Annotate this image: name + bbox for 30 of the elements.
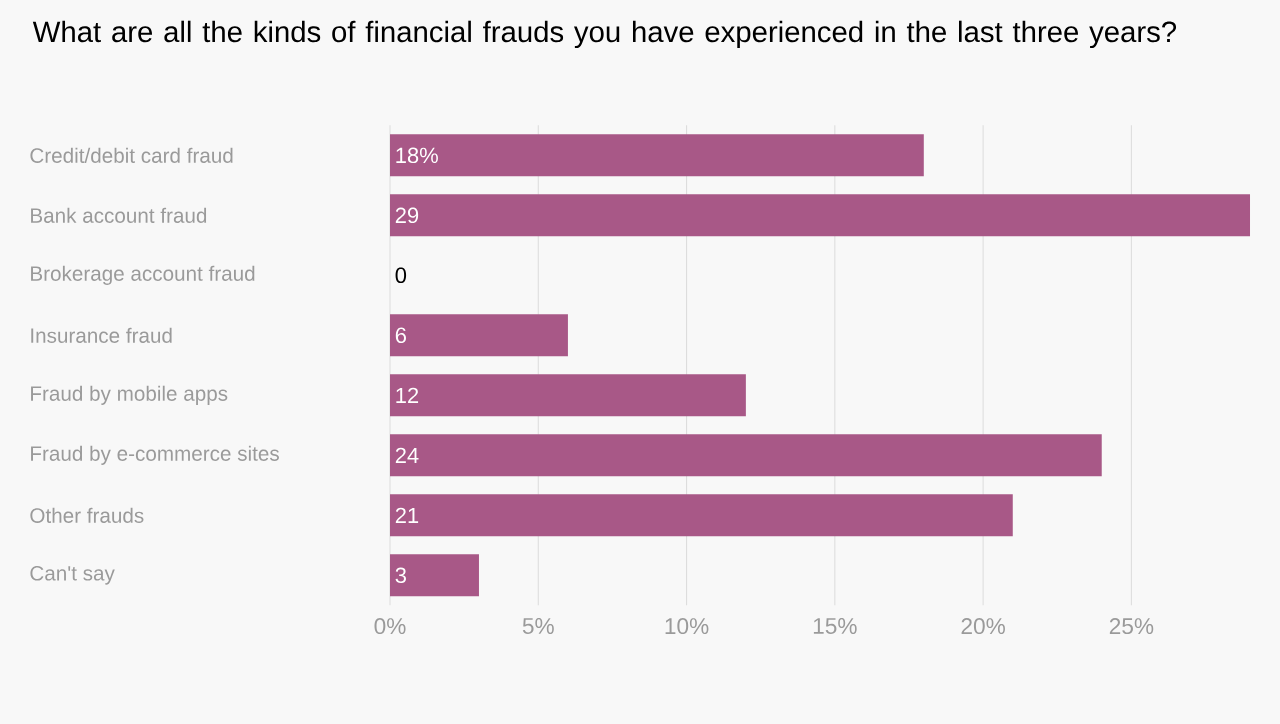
y-tick-label: Insurance fraud (31, 327, 172, 343)
data-label: 6 (395, 327, 406, 344)
y-tick-label: Bank account fraud (31, 207, 207, 223)
bar (390, 494, 1013, 537)
chart-title: What are all the kinds of financial frauds you have experienced in the last three years? (32, 20, 1177, 49)
bar (390, 134, 924, 177)
x-tick-label: 25% (1109, 618, 1154, 635)
bar (390, 194, 1251, 237)
y-tick-label: Brokerage account fraud (31, 265, 255, 285)
data-label: 12 (396, 387, 419, 404)
y-tick-label: Fraud by e-commerce sites (31, 445, 279, 465)
data-label: 29 (395, 207, 419, 224)
y-tick-label: Can't say (30, 565, 115, 585)
bar (390, 374, 746, 417)
data-label: 18% (396, 147, 438, 164)
x-tick-label: 20% (961, 618, 1005, 635)
x-tick-label: 15% (813, 618, 857, 635)
bar (390, 314, 568, 357)
data-label: 3 (395, 567, 406, 584)
bar (390, 434, 1102, 477)
y-tick-label: Fraud by mobile apps (31, 385, 228, 405)
x-tick-label: 5% (522, 618, 554, 635)
bar (390, 554, 479, 597)
y-tick-label: Credit/debit card fraud (30, 147, 233, 163)
data-label: 24 (395, 447, 419, 464)
y-tick-label: Other frauds (30, 507, 144, 523)
x-tick-label: 10% (665, 618, 709, 635)
data-label: 0 (395, 267, 407, 284)
data-label: 21 (395, 507, 419, 524)
x-tick-label: 0% (374, 618, 406, 635)
